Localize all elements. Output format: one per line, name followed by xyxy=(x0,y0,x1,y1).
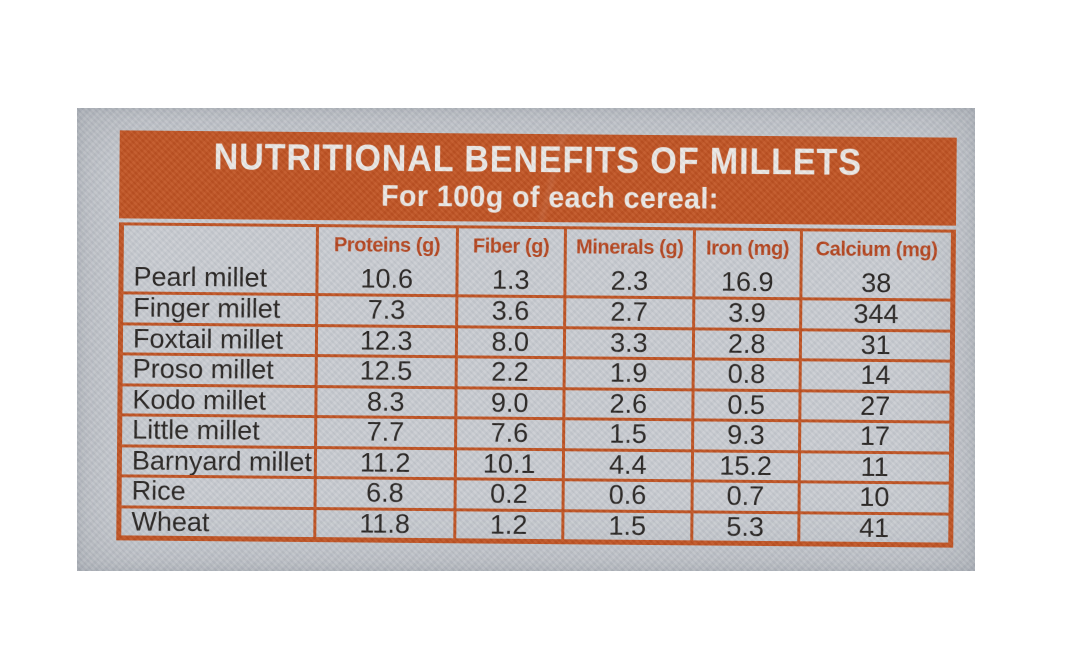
page-title: NUTRITIONAL BENEFITS OF MILLETS xyxy=(213,136,863,183)
value-cell: 17 xyxy=(797,419,950,451)
row-label: Barnyard millet xyxy=(121,443,314,477)
column-header: Calcium (mg) xyxy=(799,231,951,269)
row-label: Pearl millet xyxy=(133,260,268,293)
value-cell: 12.3 xyxy=(314,323,455,356)
value-cell: 38 xyxy=(798,267,951,299)
banner: NUTRITIONAL BENEFITS OF MILLETS For 100g… xyxy=(119,130,957,226)
column-header: Minerals (g) xyxy=(563,229,693,267)
page-subtitle: For 100g of each cereal: xyxy=(380,179,719,216)
value-cell: 9.3 xyxy=(690,418,798,450)
value-cell: 15.2 xyxy=(690,448,798,481)
row-label: Finger millet xyxy=(123,291,316,324)
value-cell: 2.3 xyxy=(563,265,693,297)
value-cell: 0.7 xyxy=(690,479,798,511)
nutrition-table: Proteins (g) Fiber (g) Minerals (g) Iron (m… xyxy=(116,222,956,548)
value-cell: 1.3 xyxy=(454,264,564,296)
value-cell: 2.6 xyxy=(562,386,692,419)
value-cell: 31 xyxy=(798,327,951,360)
value-cell: 2.7 xyxy=(563,295,693,327)
row-label: Wheat xyxy=(121,504,314,538)
value-cell: 4.4 xyxy=(561,447,691,480)
value-cell: 0.6 xyxy=(561,478,691,510)
column-header: Fiber (g) xyxy=(455,228,564,266)
value-cell: 16.9 xyxy=(692,266,800,298)
value-cell: 0.5 xyxy=(691,387,799,420)
value-cell: 8.3 xyxy=(314,384,455,417)
value-cell: 344 xyxy=(798,297,951,329)
value-cell: 2.8 xyxy=(691,326,799,359)
value-cell: 5.3 xyxy=(690,509,798,542)
value-cell: 2.2 xyxy=(454,355,563,387)
packaging-photo: NUTRITIONAL BENEFITS OF MILLETS For 100g… xyxy=(77,108,975,571)
value-cell: 3.3 xyxy=(562,325,693,358)
value-cell: 0.8 xyxy=(691,357,799,389)
value-cell: 41 xyxy=(796,510,949,543)
value-cell: 0.2 xyxy=(453,477,562,509)
value-cell: 11 xyxy=(797,449,949,482)
value-cell: 9.0 xyxy=(453,385,563,418)
row-label: Proso millet xyxy=(122,352,315,385)
nutrition-label: NUTRITIONAL BENEFITS OF MILLETS For 100g… xyxy=(116,130,957,548)
value-cell: 3.9 xyxy=(692,296,799,328)
value-cell: 10 xyxy=(797,480,949,512)
row-label: Little millet xyxy=(122,413,315,446)
value-cell: 14 xyxy=(798,358,950,390)
value-cell: 11.8 xyxy=(313,506,454,539)
value-cell: 8.0 xyxy=(454,324,564,357)
row-label: Foxtail millet xyxy=(122,321,315,355)
column-header: Proteins (g) xyxy=(315,227,456,265)
corner-cell xyxy=(124,225,316,263)
row-label: Kodo millet xyxy=(122,382,315,415)
value-cell: 7.3 xyxy=(314,293,455,325)
value-cell: 6.8 xyxy=(313,476,454,508)
column-header: Iron (mg) xyxy=(692,230,800,268)
value-cell: 7.7 xyxy=(313,415,454,447)
value-cell: 10.1 xyxy=(453,446,562,479)
value-cell: 1.9 xyxy=(562,356,692,388)
value-cell: 27 xyxy=(797,388,950,421)
value-cell: 11.2 xyxy=(313,445,454,478)
value-cell: 1.5 xyxy=(561,417,692,449)
value-cell: 12.5 xyxy=(314,354,455,386)
row-label: Rice xyxy=(121,474,314,507)
value-cell: 10.6 xyxy=(315,263,456,295)
value-cell: 3.6 xyxy=(454,294,564,326)
value-cell: 1.2 xyxy=(452,507,562,540)
value-cell: 7.6 xyxy=(453,416,563,448)
value-cell: 1.5 xyxy=(561,508,691,541)
